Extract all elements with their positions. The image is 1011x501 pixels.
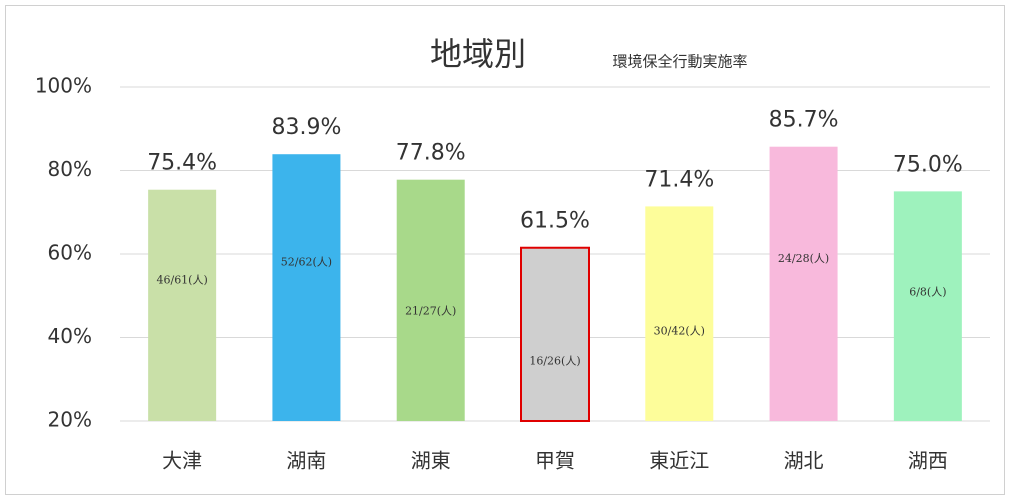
y-tick-label: 40% (48, 324, 92, 348)
value-label: 83.9% (271, 115, 341, 140)
x-tick-label: 大津 (162, 449, 202, 473)
bar (396, 179, 465, 421)
x-tick-label: 湖東 (411, 449, 451, 473)
bar (148, 189, 217, 421)
chart-subtitle: 環境保全行動実施率 (612, 53, 747, 71)
bar-annotation: 6/8(人) (909, 286, 946, 299)
y-tick-label: 80% (48, 157, 92, 181)
bar-annotation: 46/61(人) (156, 273, 207, 286)
bar (769, 146, 838, 421)
bar (645, 206, 714, 421)
y-tick-label: 100% (35, 74, 92, 98)
bar-annotation: 24/28(人) (778, 252, 829, 265)
bar-annotation: 52/62(人) (281, 256, 332, 269)
chart-title: 地域別 (430, 35, 526, 73)
y-tick-label: 60% (48, 241, 92, 265)
bar (272, 154, 341, 421)
x-tick-label: 湖南 (286, 449, 326, 473)
bar-annotation: 30/42(人) (654, 325, 705, 338)
bar (520, 246, 590, 422)
bar (893, 191, 962, 421)
value-label: 77.8% (396, 141, 466, 166)
value-label: 75.4% (147, 151, 217, 176)
x-tick-label: 東近江 (649, 449, 709, 473)
x-tick-label: 湖西 (908, 449, 948, 473)
bar-annotation: 21/27(人) (405, 305, 456, 318)
value-label: 61.5% (520, 209, 590, 234)
x-tick-label: 甲賀 (535, 449, 575, 473)
bar-annotation: 16/26(人) (529, 354, 580, 367)
value-label: 85.7% (769, 108, 839, 133)
y-tick-label: 20% (48, 408, 92, 432)
value-label: 71.4% (644, 167, 714, 192)
value-label: 75.0% (893, 152, 963, 177)
x-tick-label: 湖北 (784, 449, 824, 473)
